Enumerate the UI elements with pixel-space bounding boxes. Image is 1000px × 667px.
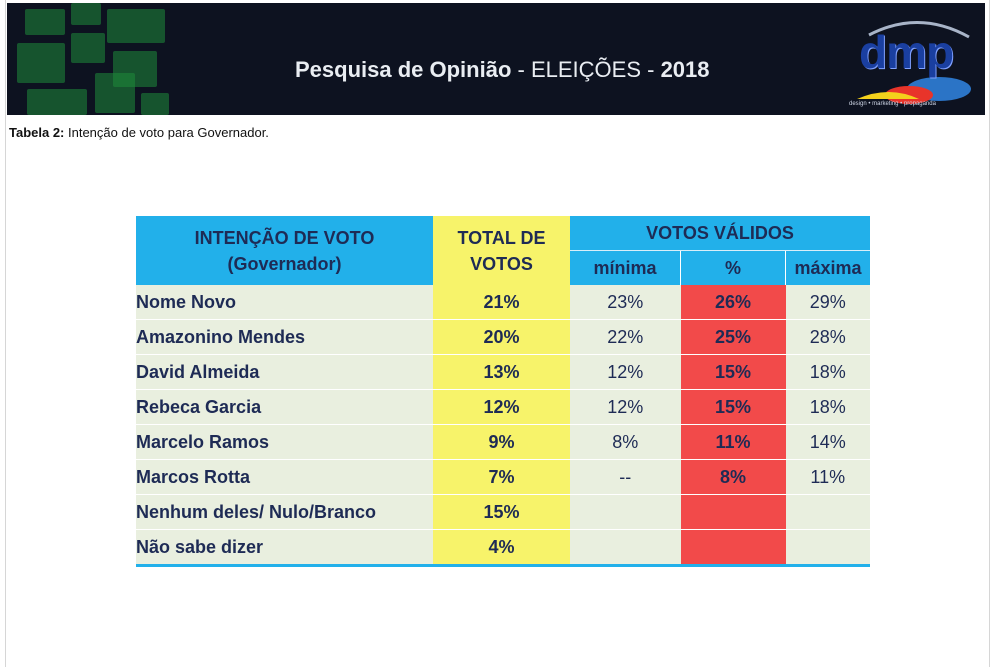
- valid-max: 11%: [785, 459, 870, 495]
- total-votes: 7%: [433, 459, 570, 495]
- banner-title-dash2: -: [641, 57, 661, 82]
- valid-pct: 26%: [680, 285, 786, 320]
- valid-min: 23%: [570, 285, 681, 320]
- table-row: Marcos Rotta 7% -- 8% 11%: [136, 459, 870, 495]
- header-total-line1: TOTAL DE: [457, 227, 546, 248]
- valid-max: 18%: [785, 354, 870, 390]
- right-border-line: [989, 0, 990, 667]
- valid-pct: 15%: [680, 354, 786, 390]
- decor-square: [71, 33, 105, 63]
- candidate-name: Não sabe dizer: [136, 529, 433, 567]
- vote-intention-table: INTENÇÃO DE VOTO (Governador) TOTAL DE V…: [136, 216, 870, 567]
- valid-pct: [680, 494, 786, 530]
- table-row: Amazonino Mendes 20% 22% 25% 28%: [136, 319, 870, 355]
- decor-square: [107, 9, 165, 43]
- valid-max: 18%: [785, 389, 870, 425]
- valid-min: 22%: [570, 319, 681, 355]
- decor-square: [95, 73, 135, 113]
- banner-title: Pesquisa de Opinião - ELEIÇÕES - 2018: [295, 57, 710, 83]
- candidate-name: Marcos Rotta: [136, 459, 433, 495]
- candidate-name: Nenhum deles/ Nulo/Branco: [136, 494, 433, 530]
- header-intencao-line2: (Governador): [227, 253, 342, 274]
- logo-text: dmp: [859, 26, 954, 78]
- valid-max: [785, 529, 870, 567]
- total-votes: 21%: [433, 285, 570, 320]
- valid-max: 29%: [785, 285, 870, 320]
- header-pct: %: [680, 250, 786, 285]
- valid-min: [570, 529, 681, 567]
- total-votes: 4%: [433, 529, 570, 567]
- header-minima: mínima: [570, 250, 681, 285]
- total-votes: 12%: [433, 389, 570, 425]
- total-votes: 20%: [433, 319, 570, 355]
- total-votes: 13%: [433, 354, 570, 390]
- valid-max: [785, 494, 870, 530]
- decor-square: [141, 93, 169, 115]
- caption-text: Intenção de voto para Governador.: [64, 125, 269, 140]
- candidate-name: Amazonino Mendes: [136, 319, 433, 355]
- valid-max: 28%: [785, 319, 870, 355]
- decor-square: [27, 89, 87, 115]
- valid-pct: 15%: [680, 389, 786, 425]
- decor-square: [25, 9, 65, 35]
- decor-square: [17, 43, 65, 83]
- banner-title-elections: ELEIÇÕES: [530, 57, 641, 82]
- table-row: Nenhum deles/ Nulo/Branco 15%: [136, 494, 870, 530]
- valid-min: [570, 494, 681, 530]
- table-row: Marcelo Ramos 9% 8% 11% 14%: [136, 424, 870, 460]
- candidate-name: Rebeca Garcia: [136, 389, 433, 425]
- dmp-logo: dmp design • marketing • propaganda: [849, 15, 979, 115]
- valid-pct: 25%: [680, 319, 786, 355]
- logo-subtitle: design • marketing • propaganda: [849, 101, 936, 107]
- decor-square: [71, 3, 101, 25]
- header-votos-validos: VOTOS VÁLIDOS: [570, 216, 870, 251]
- candidate-name: David Almeida: [136, 354, 433, 390]
- header-intencao-line1: INTENÇÃO DE VOTO: [194, 227, 375, 248]
- table-caption: Tabela 2: Intenção de voto para Governad…: [9, 125, 269, 140]
- table-row: Não sabe dizer 4%: [136, 529, 870, 567]
- header-intencao: INTENÇÃO DE VOTO (Governador): [136, 216, 433, 285]
- left-border-line: [5, 0, 6, 667]
- caption-label: Tabela 2:: [9, 125, 65, 140]
- total-votes: 9%: [433, 424, 570, 460]
- table-row: Rebeca Garcia 12% 12% 15% 18%: [136, 389, 870, 425]
- logo-swoosh-icon: [857, 21, 971, 104]
- banner-title-dash: -: [511, 57, 531, 82]
- header-total: TOTAL DE VOTOS: [433, 216, 570, 285]
- table-row: Nome Novo 21% 23% 26% 29%: [136, 285, 870, 320]
- valid-pct: 8%: [680, 459, 786, 495]
- valid-min: 12%: [570, 389, 681, 425]
- valid-min: --: [570, 459, 681, 495]
- total-votes: 15%: [433, 494, 570, 530]
- header-banner: Pesquisa de Opinião - ELEIÇÕES - 2018 dm…: [7, 3, 985, 115]
- valid-max: 14%: [785, 424, 870, 460]
- valid-min: 8%: [570, 424, 681, 460]
- banner-title-year: 2018: [660, 57, 710, 82]
- candidate-name: Nome Novo: [136, 285, 433, 320]
- table-row: David Almeida 13% 12% 15% 18%: [136, 354, 870, 390]
- banner-title-main: Pesquisa de Opinião: [295, 57, 512, 82]
- header-total-line2: VOTOS: [470, 253, 533, 274]
- candidate-name: Marcelo Ramos: [136, 424, 433, 460]
- valid-pct: 11%: [680, 424, 786, 460]
- header-maxima: máxima: [785, 250, 870, 285]
- valid-min: 12%: [570, 354, 681, 390]
- valid-pct: [680, 529, 786, 567]
